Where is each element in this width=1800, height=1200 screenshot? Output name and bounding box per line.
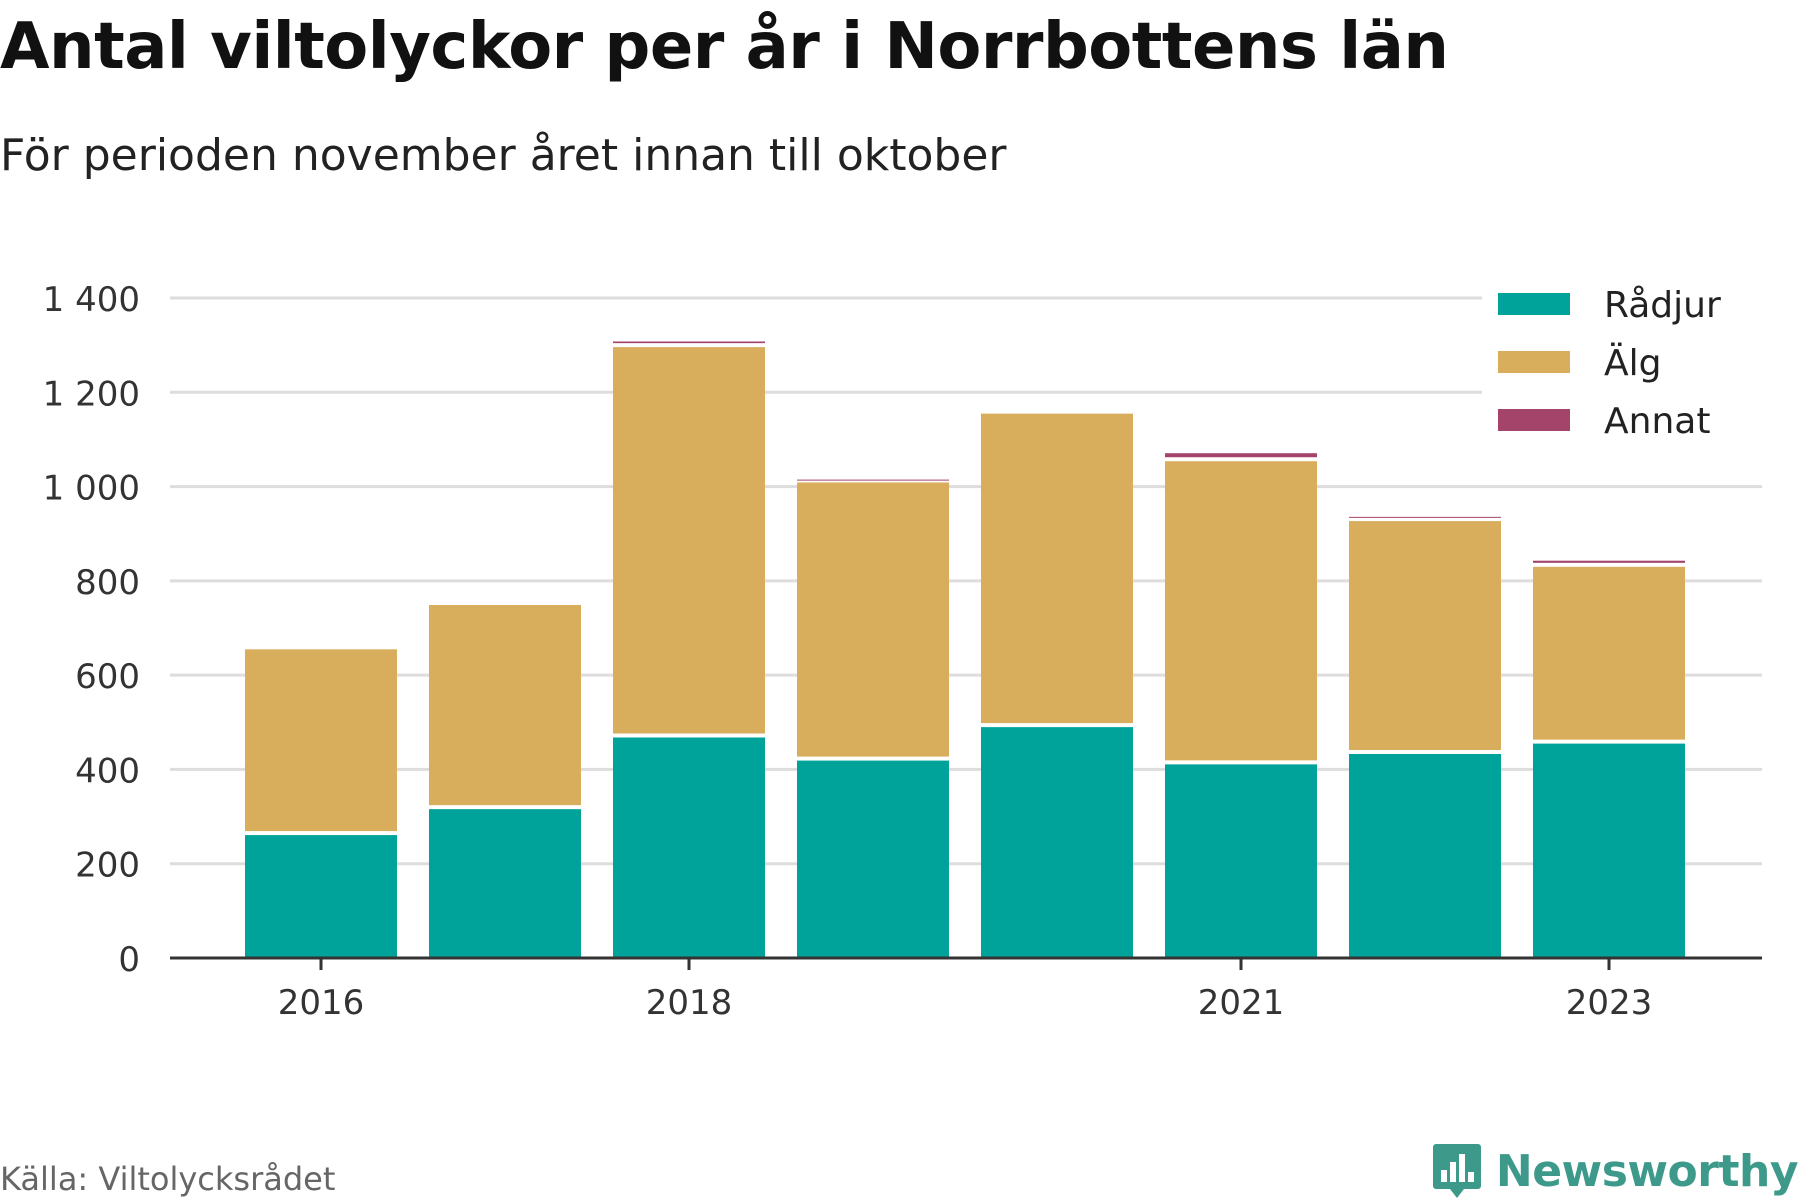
- bar-annat-2023: [1533, 560, 1685, 563]
- brand-name: Newsworthy: [1495, 1145, 1799, 1197]
- y-tick-label: 1 200: [43, 374, 140, 414]
- x-tick-label: 2018: [646, 983, 733, 1023]
- x-tick-label: 2016: [278, 983, 365, 1023]
- legend-swatch-älg: [1498, 351, 1570, 373]
- bar-älg-2020: [981, 413, 1133, 724]
- bar-älg-2018: [613, 347, 765, 734]
- bar-älg-2017: [429, 605, 581, 806]
- chart-subtitle: För perioden november året innan till ok…: [0, 130, 1007, 181]
- y-tick-label: 200: [75, 846, 140, 886]
- bar-annat-2021: [1165, 453, 1317, 458]
- bar-älg-2016: [245, 649, 397, 832]
- axes: 0 200 400 600 800 1 000 1 200 1 400 2016 2018 2021…: [43, 280, 1762, 1023]
- source-note: Källa: Viltolycksrådet: [0, 1160, 336, 1198]
- bar-rådjur-2023: [1533, 743, 1685, 958]
- legend-label-älg: Älg: [1604, 342, 1661, 384]
- y-tick-label: 0: [118, 940, 140, 980]
- bar-rådjur-2021: [1165, 764, 1317, 958]
- legend-swatch-annat: [1498, 409, 1570, 431]
- bar-rådjur-2019: [797, 760, 949, 958]
- bar-annat-2019: [797, 479, 949, 481]
- bar-annat-2022: [1349, 516, 1501, 518]
- bar-älg-2021: [1165, 461, 1317, 761]
- y-tick-label: 1 000: [43, 469, 140, 509]
- bars: [245, 341, 1685, 958]
- brand-logo: Newsworthy: [1432, 1142, 1799, 1200]
- legend-swatch-rådjur: [1498, 293, 1570, 315]
- bar-rådjur-2016: [245, 835, 397, 958]
- chart-title: Antal viltolyckor per år i Norrbottens l…: [0, 10, 1449, 84]
- bar-chart-speech-bubble-icon: [1432, 1144, 1481, 1198]
- bar-annat-2018: [613, 341, 765, 344]
- y-tick-label: 600: [75, 657, 140, 697]
- x-tick-label: 2023: [1566, 983, 1653, 1023]
- bar-älg-2022: [1349, 521, 1501, 750]
- legend-label-annat: Annat: [1604, 401, 1710, 442]
- y-tick-label: 1 400: [43, 280, 140, 320]
- legend: Rådjur Älg Annat: [1482, 280, 1767, 450]
- legend-label-rådjur: Rådjur: [1604, 285, 1721, 326]
- bar-rådjur-2022: [1349, 753, 1501, 958]
- bar-rådjur-2017: [429, 809, 581, 958]
- bar-rådjur-2020: [981, 727, 1133, 958]
- bar-älg-2019: [797, 482, 949, 757]
- bar-rådjur-2018: [613, 737, 765, 958]
- y-tick-label: 800: [75, 563, 140, 603]
- y-tick-label: 400: [75, 751, 140, 791]
- stacked-bar-chart: 0 200 400 600 800 1 000 1 200 1 400 2016 2018 2021…: [42, 280, 1767, 1023]
- bar-älg-2023: [1533, 566, 1685, 740]
- x-tick-label: 2021: [1198, 983, 1285, 1023]
